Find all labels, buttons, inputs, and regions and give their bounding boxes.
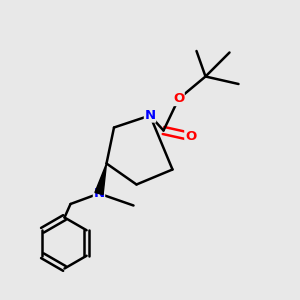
- Text: O: O: [185, 130, 196, 143]
- Text: N: N: [144, 109, 156, 122]
- Text: O: O: [173, 92, 184, 106]
- Text: N: N: [93, 187, 105, 200]
- Polygon shape: [95, 164, 106, 194]
